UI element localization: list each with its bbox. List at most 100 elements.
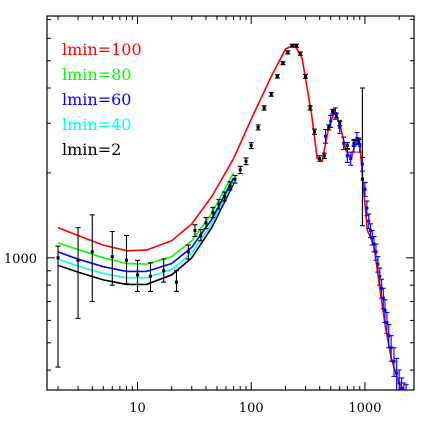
data-point	[370, 236, 374, 240]
error-bar	[232, 174, 238, 184]
x-tick-label: 100	[239, 401, 264, 416]
data-point	[193, 229, 197, 233]
data-error-bars	[55, 43, 409, 393]
data-point	[148, 274, 152, 278]
data-point	[392, 359, 396, 363]
data-point	[211, 210, 215, 214]
error-bar	[394, 357, 400, 390]
error-bar	[147, 262, 153, 293]
error-bar	[362, 181, 368, 198]
data-point	[333, 111, 337, 115]
data-point	[405, 390, 408, 393]
data-point	[186, 250, 190, 254]
error-bar	[261, 105, 267, 111]
data-point	[262, 106, 266, 110]
error-bar	[399, 377, 405, 390]
data-point	[312, 130, 316, 134]
data-point	[360, 177, 364, 181]
error-bar	[382, 299, 388, 324]
error-bar	[285, 50, 291, 55]
error-bar	[307, 105, 313, 111]
error-bar	[357, 138, 363, 153]
error-bar	[185, 244, 191, 260]
error-bar	[403, 384, 409, 393]
data-point	[308, 106, 312, 110]
data-point	[238, 168, 242, 172]
legend-entry: lmin=2	[62, 140, 121, 159]
error-bar	[255, 124, 261, 131]
data-point	[204, 221, 208, 225]
data-point	[136, 273, 140, 277]
data-point	[383, 309, 387, 313]
data-point	[329, 119, 333, 123]
error-bar	[332, 107, 338, 120]
y-tick-label: 1000	[4, 252, 37, 267]
error-bar	[311, 128, 317, 135]
data-point	[281, 61, 285, 65]
data-point	[90, 250, 94, 254]
data-point	[389, 346, 393, 350]
data-point	[110, 255, 114, 259]
data-point	[378, 274, 382, 278]
error-bar	[135, 259, 141, 293]
error-bar	[396, 369, 402, 390]
data-point	[318, 156, 322, 160]
curve-lmin-2	[57, 183, 235, 286]
plot-axes: 10 100 1000 1000	[4, 15, 415, 416]
error-bar	[321, 152, 327, 160]
error-bar	[328, 114, 334, 128]
error-bar	[243, 157, 249, 166]
data-point	[174, 280, 178, 284]
data-point	[298, 52, 302, 56]
legend: lmin=100 lmin=80 lmin=60 lmin=40 lmin=2	[62, 40, 142, 159]
data-point	[355, 136, 359, 140]
data-point	[331, 110, 335, 114]
legend-entry: lmin=80	[62, 65, 131, 84]
error-bar	[302, 73, 308, 79]
data-point	[303, 74, 307, 78]
error-bar	[75, 227, 81, 319]
data-point	[381, 296, 385, 300]
data-point	[217, 202, 221, 206]
data-point	[374, 250, 378, 254]
data-point	[286, 50, 290, 54]
curve-lmin-60	[57, 177, 235, 273]
data-point	[342, 141, 346, 145]
data-point	[363, 187, 367, 191]
error-bar	[173, 270, 179, 293]
data-point	[338, 125, 342, 129]
data-point	[365, 206, 369, 210]
data-point	[360, 162, 364, 166]
error-bar	[391, 347, 397, 377]
error-bar	[274, 74, 280, 79]
data-point	[395, 371, 399, 375]
error-bar	[227, 181, 233, 191]
data-point	[294, 44, 298, 48]
data-point	[367, 219, 371, 223]
data-point	[358, 144, 362, 148]
data-point	[345, 144, 349, 148]
legend-entry: lmin=40	[62, 115, 131, 134]
data-point	[376, 262, 380, 266]
data-point	[249, 144, 253, 148]
error-bar	[280, 61, 286, 66]
data-point	[322, 154, 326, 158]
data-point	[352, 144, 356, 148]
data-point	[244, 159, 248, 163]
error-bar	[123, 234, 129, 285]
error-bar	[359, 156, 365, 172]
error-bar	[337, 121, 343, 135]
data-point	[162, 269, 166, 273]
error-bar	[161, 258, 167, 283]
error-bar	[192, 224, 198, 238]
error-bar	[203, 216, 209, 230]
data-point	[397, 381, 401, 385]
data-point	[324, 134, 328, 138]
legend-entry: lmin=100	[62, 40, 142, 59]
data-point	[76, 258, 80, 262]
data-point	[269, 92, 273, 96]
data-point	[199, 234, 203, 238]
x-tick-label: 1000	[348, 401, 381, 416]
error-bar	[344, 149, 350, 163]
data-point	[357, 139, 361, 143]
